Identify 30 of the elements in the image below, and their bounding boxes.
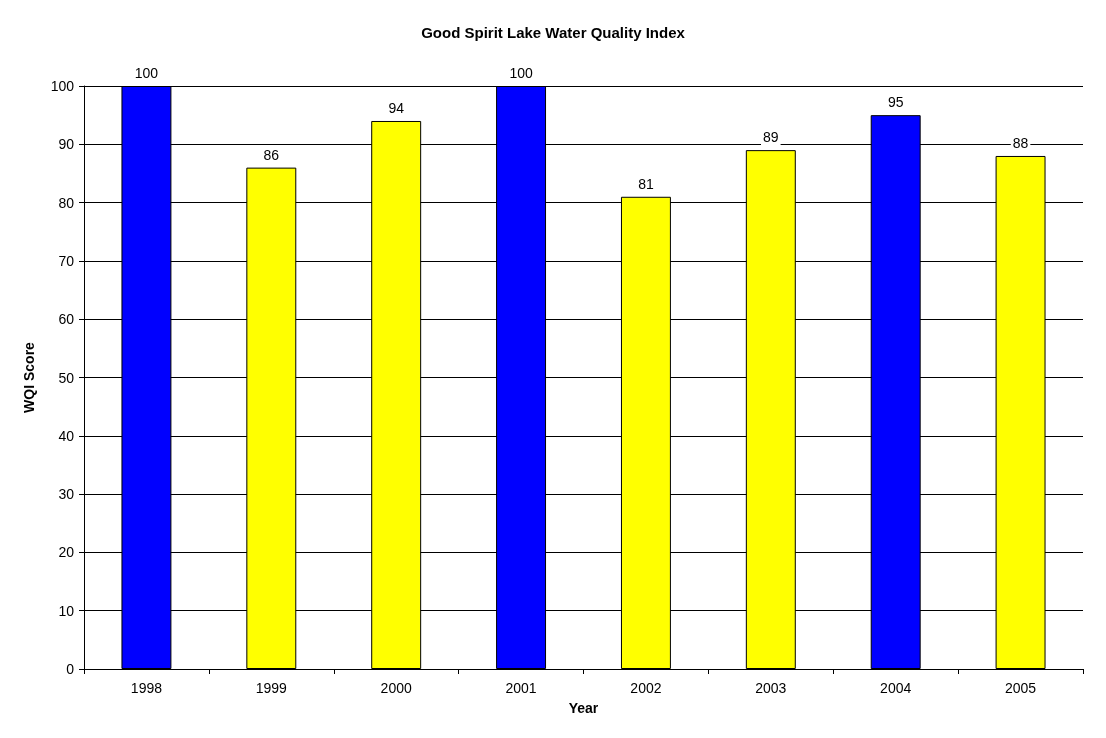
x-tick-label: 2005 — [1004, 680, 1037, 696]
y-tick-label: 60 — [58, 311, 75, 328]
x-axis-title: Year — [568, 700, 599, 716]
y-tick-label: 50 — [58, 369, 75, 386]
x-tick-label: 2000 — [380, 680, 412, 696]
y-tick-label: 40 — [58, 427, 75, 444]
data-label: 95 — [887, 94, 904, 111]
chart-title: Good Spirit Lake Water Quality Index — [421, 24, 686, 41]
y-tick-label: 30 — [58, 486, 75, 503]
x-tick-label: 1999 — [255, 680, 288, 696]
x-tick-label: 2001 — [505, 680, 537, 696]
y-tick-label: 70 — [58, 252, 75, 269]
data-label: 81 — [638, 175, 654, 192]
data-label: 89 — [763, 129, 779, 146]
y-tick-label: 100 — [50, 78, 75, 94]
data-label: 88 — [1012, 134, 1029, 151]
x-tick-label: 2004 — [880, 680, 912, 696]
data-label: 100 — [134, 65, 159, 81]
y-axis-title: WQI Score — [21, 341, 37, 413]
y-tick-label: 80 — [58, 194, 75, 211]
x-tick-label: 1998 — [130, 680, 163, 696]
data-label: 94 — [388, 99, 405, 116]
y-tick-label: 10 — [58, 602, 75, 619]
x-tick-label: 2003 — [755, 680, 787, 696]
y-tick-label: 20 — [58, 544, 75, 561]
data-label: 100 — [509, 65, 533, 81]
x-tick-label: 2002 — [630, 680, 662, 696]
y-tick-label: 90 — [58, 136, 75, 153]
y-tick-label: 0 — [66, 661, 75, 677]
data-label: 86 — [263, 146, 280, 163]
